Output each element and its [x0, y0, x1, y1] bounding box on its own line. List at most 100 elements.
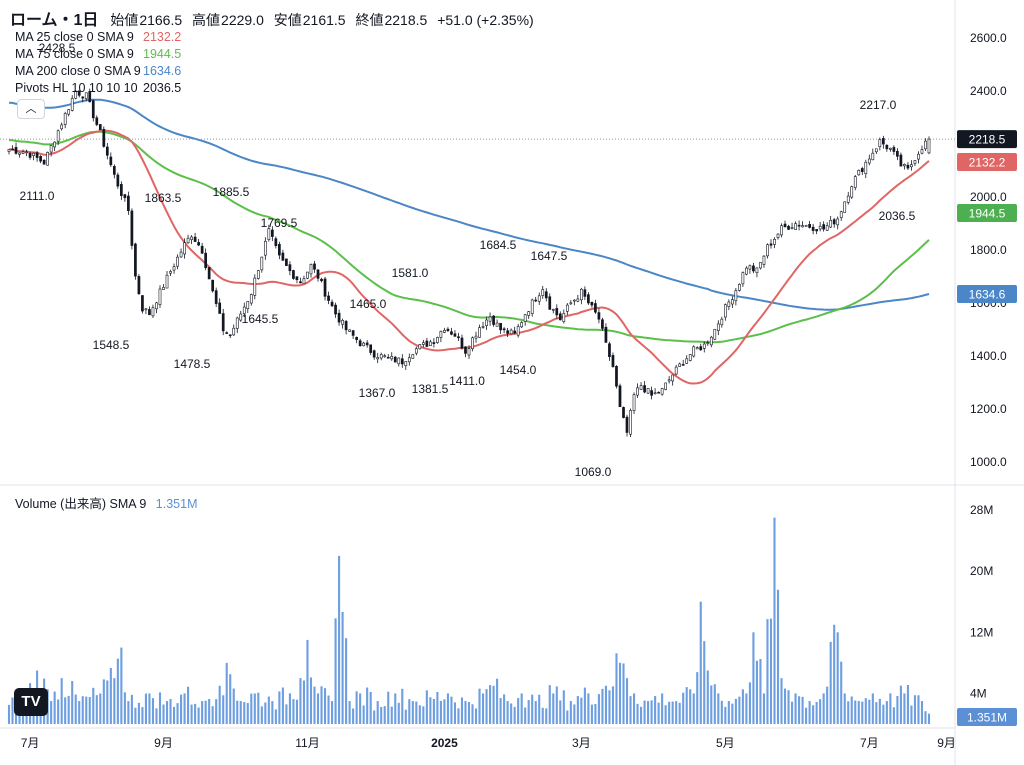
candle-body [892, 147, 896, 152]
candle-body [218, 302, 222, 314]
volume-bar [520, 693, 523, 724]
volume-bar [106, 680, 109, 724]
volume-bar [885, 701, 888, 724]
legend-ma25[interactable]: MA 25 close 0 SMA 9 2132.2 [15, 30, 181, 44]
time-tick-label: 9月 [937, 736, 956, 750]
candle-body [11, 148, 14, 151]
legend-pivots[interactable]: Pivots HL 10 10 10 10 2036.5 [15, 81, 181, 95]
candle-body [341, 320, 344, 325]
candle-body [358, 340, 362, 347]
candle-body [825, 225, 829, 231]
volume-bar [601, 688, 604, 724]
volume-bar [882, 704, 885, 724]
candle-body [580, 288, 583, 301]
volume-bar [836, 632, 839, 724]
volume-bar [485, 689, 488, 724]
candle-body [587, 294, 590, 304]
candle-body [98, 124, 102, 131]
candle-body [253, 277, 257, 296]
volume-bar [720, 700, 723, 724]
price-tick-label: 1000.0 [970, 455, 1007, 469]
volume-bar [861, 701, 864, 724]
candle-body [271, 229, 274, 237]
candle-body [232, 327, 236, 336]
volume-bar [668, 701, 671, 724]
volume-bar [608, 690, 611, 724]
legend-ma200[interactable]: MA 200 close 0 SMA 9 1634.6 [15, 64, 181, 78]
volume-bar [285, 704, 288, 724]
volume-badge: 1.351M [967, 711, 1007, 725]
volume-bar [134, 707, 137, 724]
candle-body [520, 322, 524, 328]
candle-body [21, 151, 25, 154]
candle-body [702, 343, 706, 349]
candle-body [348, 329, 351, 332]
candle-body [534, 299, 538, 302]
volume-bar [99, 693, 102, 724]
candle-body [344, 321, 348, 331]
legend-pivots-value: 2036.5 [143, 81, 182, 95]
candle-body [488, 316, 492, 322]
volume-bar [618, 662, 622, 724]
candle-body [903, 164, 906, 167]
candle-body [263, 240, 267, 256]
volume-bar [88, 697, 91, 724]
candle-body [678, 363, 682, 367]
volume-bar [748, 682, 751, 724]
volume-bar [306, 639, 309, 724]
candle-body [67, 109, 71, 115]
symbol-title[interactable]: ローム・1日 [10, 12, 99, 29]
candle-body [446, 328, 450, 331]
volume-bar [833, 624, 836, 724]
volume-bar [506, 701, 509, 724]
volume-bar [492, 685, 495, 724]
pivot-label: 2217.0 [860, 98, 897, 112]
candle-body [499, 322, 502, 331]
candle-body [615, 366, 618, 387]
volume-bar [917, 695, 920, 724]
candle-body [804, 225, 808, 227]
candle-body [186, 237, 190, 244]
candle-body [25, 151, 28, 154]
candle-body [867, 158, 871, 164]
candle-body [727, 301, 731, 308]
time-tick-label: 3月 [572, 736, 591, 750]
volume-bar [373, 710, 376, 724]
legend-ma75[interactable]: MA 75 close 0 SMA 9 1944.5 [15, 47, 181, 61]
ma200-badge-bg [957, 285, 1017, 303]
candle-body [309, 264, 313, 275]
volume-bar [239, 701, 242, 724]
legend-ma200-value: 1634.6 [143, 64, 182, 78]
pivot-label: 1548.5 [93, 338, 130, 352]
volume-bar [464, 701, 467, 724]
volume-bar [826, 686, 829, 724]
volume-bar [274, 709, 277, 724]
volume-bar [878, 698, 881, 724]
volume-bar [7, 704, 11, 724]
volume-bar [562, 690, 565, 724]
candle-body [60, 124, 64, 130]
volume-bar [555, 686, 558, 724]
candle-body [134, 243, 137, 277]
volume-bar [654, 696, 657, 724]
volume-bar [144, 693, 147, 724]
candle-body [776, 233, 780, 238]
candle-body [474, 335, 478, 339]
candle-body [144, 308, 148, 311]
tradingview-logo-icon[interactable]: TV [14, 688, 48, 716]
volume-bar [204, 700, 207, 724]
volume-bar [92, 687, 95, 724]
volume-bar [194, 703, 197, 724]
candle-body [400, 358, 404, 365]
candle-body [372, 350, 376, 358]
candle-body [42, 159, 46, 165]
candle-body [471, 337, 474, 350]
volume-bar [137, 702, 140, 724]
collapse-legend-button[interactable]: ︿ [17, 99, 45, 119]
candle-body [885, 144, 889, 150]
volume-bar [408, 699, 411, 724]
ma25-badge: 2132.2 [969, 156, 1006, 170]
candle-body [685, 358, 689, 364]
legend-volume[interactable]: Volume (出来高) SMA 9 1.351M [15, 493, 198, 512]
